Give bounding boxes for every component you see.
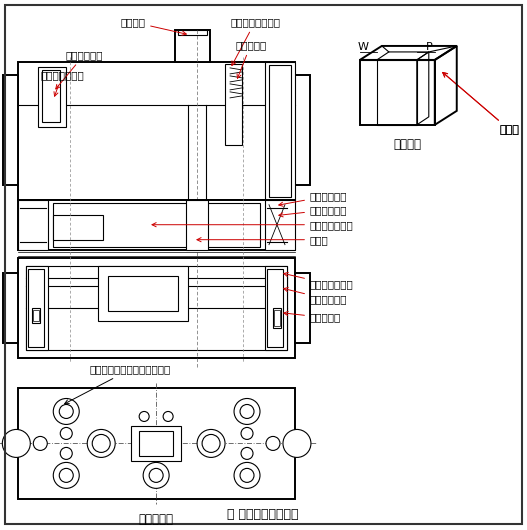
Bar bbox=[274, 310, 280, 325]
Bar bbox=[269, 65, 291, 197]
Bar bbox=[18, 62, 295, 200]
Bar bbox=[267, 269, 283, 347]
Bar bbox=[18, 387, 295, 499]
Circle shape bbox=[53, 399, 79, 425]
Bar bbox=[131, 427, 181, 462]
Bar bbox=[108, 276, 178, 311]
Circle shape bbox=[202, 435, 220, 453]
Circle shape bbox=[143, 462, 169, 488]
Text: 加工形状: 加工形状 bbox=[394, 138, 422, 151]
Bar bbox=[18, 258, 295, 358]
Text: ガイドプレート: ガイドプレート bbox=[284, 272, 354, 289]
Circle shape bbox=[283, 429, 311, 457]
Text: パンチホルダ: パンチホルダ bbox=[56, 50, 103, 89]
Text: パンチプレート: パンチプレート bbox=[40, 70, 84, 96]
Text: W: W bbox=[357, 42, 368, 52]
Circle shape bbox=[149, 469, 163, 482]
Bar bbox=[295, 272, 310, 342]
Bar bbox=[3, 75, 18, 185]
Text: バリ面: バリ面 bbox=[443, 73, 520, 135]
Text: P: P bbox=[425, 42, 432, 52]
Bar bbox=[32, 307, 40, 323]
Bar bbox=[265, 62, 295, 200]
Circle shape bbox=[92, 435, 110, 453]
Bar bbox=[178, 30, 207, 35]
Text: 図 打ち抜き型の構造: 図 打ち抜き型の構造 bbox=[227, 508, 299, 521]
Bar bbox=[18, 200, 48, 250]
Circle shape bbox=[139, 411, 149, 421]
Bar bbox=[26, 266, 48, 350]
Bar bbox=[3, 272, 18, 342]
Bar bbox=[53, 203, 260, 246]
Text: シャンク: シャンク bbox=[120, 17, 187, 35]
Circle shape bbox=[59, 404, 73, 419]
Circle shape bbox=[234, 399, 260, 425]
Circle shape bbox=[240, 404, 254, 419]
Text: バリ面: バリ面 bbox=[443, 73, 520, 135]
Bar bbox=[53, 215, 103, 240]
Circle shape bbox=[2, 429, 30, 457]
Bar bbox=[33, 310, 40, 321]
Bar bbox=[265, 200, 295, 250]
Bar bbox=[98, 266, 188, 321]
Bar bbox=[186, 200, 208, 250]
Text: ガイドブシュ: ガイドブシュ bbox=[279, 191, 347, 206]
Bar bbox=[26, 266, 287, 350]
Circle shape bbox=[241, 447, 253, 460]
Bar bbox=[139, 431, 173, 456]
Circle shape bbox=[234, 462, 260, 488]
Bar bbox=[265, 266, 287, 350]
Circle shape bbox=[33, 436, 47, 450]
Text: ダイプレート: ダイプレート bbox=[284, 288, 347, 305]
Bar bbox=[38, 67, 66, 127]
Text: ダイホルダ: ダイホルダ bbox=[284, 312, 341, 323]
Bar bbox=[295, 75, 310, 185]
Text: スプリング: スプリング bbox=[235, 40, 266, 78]
Text: ストリッパボルト: ストリッパボルト bbox=[230, 17, 280, 66]
Circle shape bbox=[59, 469, 73, 482]
Circle shape bbox=[53, 462, 79, 488]
Circle shape bbox=[266, 436, 280, 450]
Text: 下型平面図: 下型平面図 bbox=[139, 514, 173, 526]
Circle shape bbox=[60, 447, 72, 460]
Bar bbox=[273, 307, 281, 328]
Circle shape bbox=[87, 429, 115, 457]
Circle shape bbox=[197, 429, 225, 457]
Bar bbox=[225, 64, 242, 145]
Bar bbox=[28, 269, 44, 347]
Text: ダウエルピン（ノックピン）: ダウエルピン（ノックピン） bbox=[65, 365, 171, 404]
Circle shape bbox=[241, 428, 253, 439]
Circle shape bbox=[163, 411, 173, 421]
Circle shape bbox=[240, 469, 254, 482]
Bar bbox=[42, 70, 60, 122]
Text: ガイドポスト: ガイドポスト bbox=[279, 205, 347, 217]
Text: 可動ストリッパ: 可動ストリッパ bbox=[152, 220, 354, 229]
Circle shape bbox=[60, 428, 72, 439]
Bar bbox=[18, 200, 295, 250]
Bar bbox=[175, 30, 210, 62]
Text: パンチ: パンチ bbox=[197, 235, 329, 245]
